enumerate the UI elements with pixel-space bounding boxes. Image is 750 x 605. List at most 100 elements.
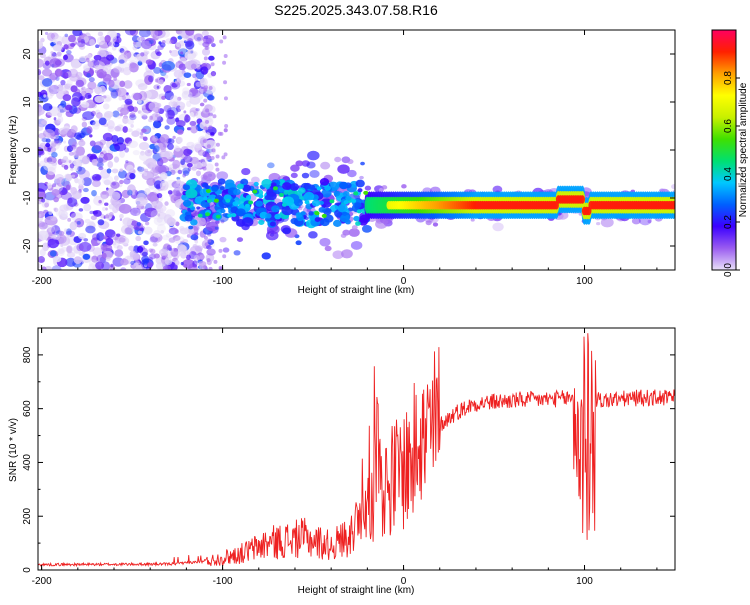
signal-blob (222, 247, 230, 253)
noise-blob (83, 238, 89, 242)
noise-blob (223, 53, 228, 58)
signal-knot (202, 196, 208, 201)
noise-blob (183, 110, 187, 114)
noise-blob (139, 109, 149, 117)
noise-blob (138, 90, 148, 101)
signal-blob (354, 202, 362, 209)
noise-blob (102, 175, 114, 185)
noise-blob (119, 213, 124, 219)
noise-blob (112, 110, 120, 118)
signal-knot (351, 198, 357, 203)
noise-blob (82, 111, 95, 121)
noise-blob (156, 192, 163, 199)
noise-blob (162, 182, 166, 187)
noise-blob (210, 62, 215, 67)
y-tick-label: 800 (22, 346, 33, 363)
noise-blob (159, 156, 169, 164)
snr-y-ticks: 0 200 400 600 800 (22, 327, 675, 573)
noise-blob (89, 134, 93, 138)
signal-knot (231, 213, 237, 218)
spectrogram-x-label: Height of straight line (km) (298, 285, 415, 296)
noise-blob (41, 266, 47, 270)
colorbar-strip (712, 30, 736, 270)
noise-blob (142, 136, 148, 142)
noise-blob (38, 40, 44, 49)
noise-blob (38, 58, 44, 68)
noise-blob (124, 98, 133, 105)
noise-blob (218, 265, 223, 270)
noise-blob (130, 207, 141, 216)
noise-blob (161, 40, 166, 44)
noise-blob (71, 97, 81, 107)
noise-blob (43, 161, 57, 172)
signal-blob (319, 237, 331, 247)
noise-blob (224, 123, 229, 128)
noise-blob (75, 71, 83, 79)
noise-blob (164, 125, 170, 130)
noise-blob (223, 80, 228, 85)
noise-blob (187, 249, 191, 253)
noise-blob (191, 144, 195, 149)
x-tick-label: 100 (576, 576, 593, 587)
signal-blob (188, 225, 194, 230)
noise-blob (150, 30, 159, 39)
noise-blob (62, 155, 69, 161)
noise-blob (54, 173, 65, 184)
noise-blob (170, 247, 179, 257)
noise-blob (66, 245, 72, 253)
noise-blob (166, 116, 176, 125)
signal-knot (197, 213, 203, 218)
noise-blob (148, 75, 154, 83)
noise-blob (132, 45, 138, 51)
noise-blob (46, 227, 56, 237)
noise-blob (75, 79, 85, 88)
noise-blob (131, 130, 140, 137)
noise-blob (180, 158, 186, 166)
signal-blob (300, 211, 306, 216)
noise-blob (100, 243, 108, 251)
noise-blob (139, 55, 147, 63)
noise-blob (154, 78, 159, 83)
noise-blob (129, 114, 137, 121)
noise-blob (115, 87, 127, 97)
noise-blob (143, 168, 149, 172)
noise-blob (68, 34, 76, 43)
signal-knot (225, 198, 231, 203)
noise-blob (80, 101, 90, 108)
noise-blob (91, 179, 101, 188)
noise-blob (51, 265, 62, 270)
signal-blob (219, 186, 225, 191)
snr-marks (38, 333, 675, 568)
noise-blob (186, 234, 191, 238)
noise-blob (138, 141, 150, 151)
noise-blob (177, 169, 183, 175)
noise-blob (183, 155, 193, 163)
spectrogram-y-ticks: -20 -10 0 10 20 (22, 48, 675, 253)
noise-blob (75, 88, 81, 94)
signal-blob (270, 182, 277, 188)
noise-blob (65, 173, 73, 182)
noise-blob (89, 140, 96, 147)
noise-blob (178, 70, 186, 81)
noise-blob (126, 164, 134, 173)
noise-blob (83, 65, 90, 72)
noise-blob (137, 166, 146, 175)
signal-blob (647, 219, 652, 223)
noise-blob (182, 259, 195, 269)
noise-blob (179, 57, 187, 65)
noise-blob (169, 81, 181, 90)
noise-blob (38, 213, 42, 218)
noise-blob (152, 201, 157, 206)
signal-blob (240, 178, 249, 186)
signal-blob (401, 184, 407, 189)
noise-blob (124, 172, 135, 181)
signal-blob (295, 240, 302, 246)
noise-blob (175, 42, 181, 48)
noise-blob (153, 66, 162, 74)
noise-blob (110, 181, 120, 189)
x-tick-label: -100 (213, 576, 233, 587)
noise-blob (192, 73, 197, 79)
noise-blob (47, 238, 60, 249)
noise-blob (157, 207, 164, 213)
noise-blob (64, 33, 69, 38)
